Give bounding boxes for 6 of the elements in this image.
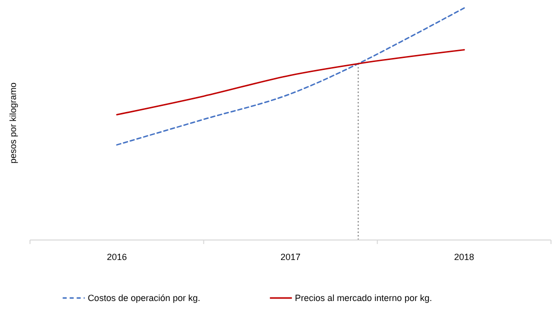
x-tick-label: 2016 <box>106 252 127 262</box>
legend-label: Precios al mercado interno por kg. <box>294 293 432 303</box>
x-tick-label: 2018 <box>454 252 474 262</box>
x-tick-label: 2017 <box>280 252 301 262</box>
y-axis-title: pesos por kilogramo <box>8 82 18 164</box>
legend-label: Costos de operación por kg. <box>88 293 200 303</box>
